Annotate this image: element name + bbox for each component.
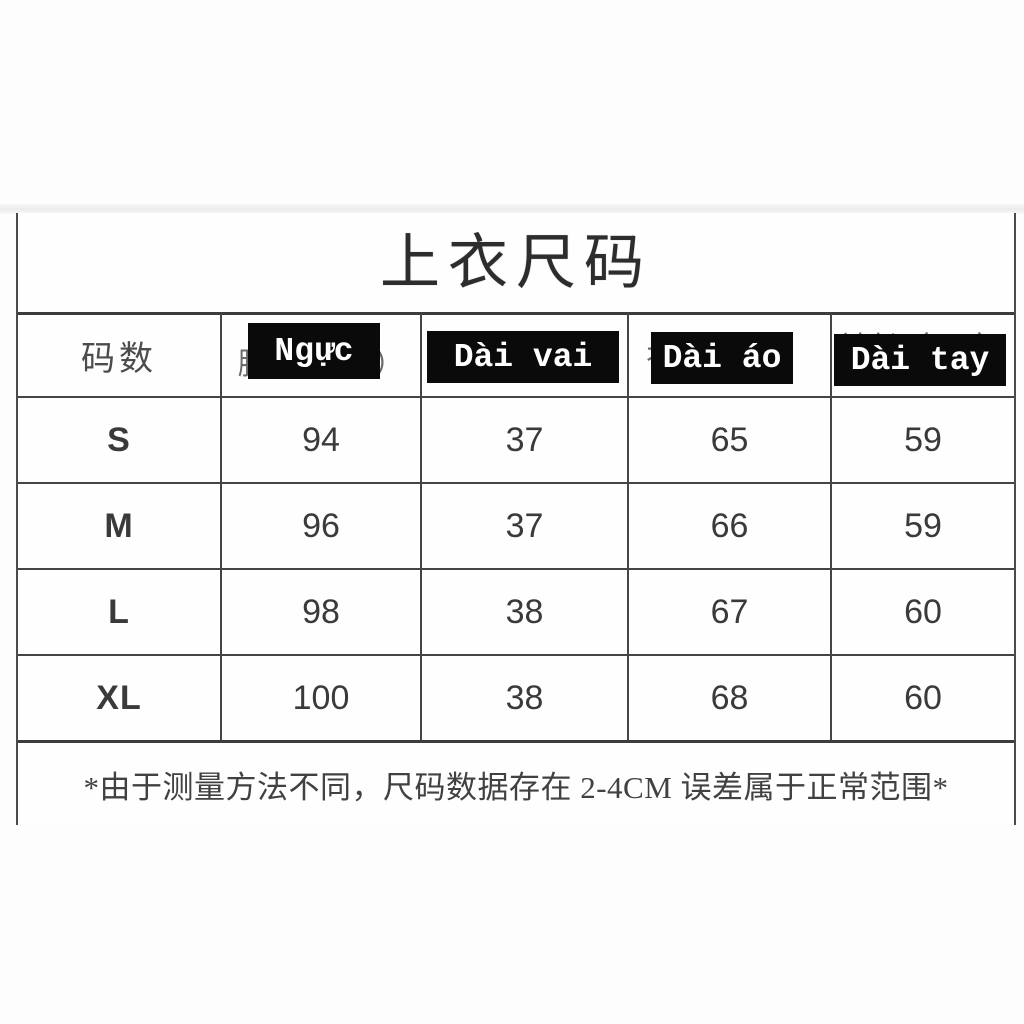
sleeve-value: 59	[904, 420, 942, 459]
shoulder-value: 38	[505, 678, 544, 717]
chest-value: 100	[292, 678, 350, 717]
header-cell-shoulder: 肩宽（CM） Dài vai	[422, 312, 629, 396]
table-row-s: S 94 37 65 59	[18, 396, 1014, 482]
length-cell: 68	[629, 654, 832, 740]
chart-title: 上衣尺码	[380, 229, 652, 296]
header-cell-sleeve: 袖长（CM） Dài tay	[832, 312, 1014, 396]
measurement-note: *由于测量方法不同，尺码数据存在 2-4CM 误差属于正常范围*	[83, 769, 949, 805]
header-cell-chest: 胸围（CM） Ngực	[222, 312, 422, 396]
length-value: 68	[710, 678, 749, 717]
sleeve-value: 59	[904, 506, 942, 545]
size-cell: S	[18, 396, 222, 482]
chest-cell: 98	[222, 568, 422, 654]
size-label: XL	[96, 678, 142, 717]
header-row: 码数 胸围（CM） Ngực 肩宽（CM） Dài vai 衣长（CM） Dài…	[18, 312, 1014, 396]
sleeve-cell: 59	[832, 482, 1014, 568]
title-row: 上衣尺码	[18, 213, 1014, 312]
size-label: L	[108, 592, 130, 631]
header-label-sleeve: Dài tay	[834, 334, 1006, 386]
size-cell: L	[18, 568, 222, 654]
sleeve-cell: 60	[832, 568, 1014, 654]
table-row-l: L 98 38 67 60	[18, 568, 1014, 654]
shoulder-cell: 37	[422, 482, 629, 568]
sleeve-value: 60	[904, 678, 942, 717]
chest-value: 96	[302, 506, 340, 545]
header-label-shoulder: Dài vai	[427, 331, 619, 383]
size-chart-table: 上衣尺码 码数 胸围（CM） Ngực 肩宽（CM） Dài vai 衣长（CM…	[16, 213, 1016, 825]
length-value: 66	[710, 506, 749, 545]
size-column-header: 码数	[81, 341, 157, 378]
size-cell: XL	[18, 654, 222, 740]
shoulder-cell: 38	[422, 654, 629, 740]
length-value: 65	[710, 420, 749, 459]
chest-value: 98	[302, 592, 340, 631]
shoulder-value: 37	[505, 420, 544, 459]
shoulder-cell: 38	[422, 568, 629, 654]
note-row: *由于测量方法不同，尺码数据存在 2-4CM 误差属于正常范围*	[18, 740, 1014, 825]
size-cell: M	[18, 482, 222, 568]
header-label-length: Dài áo	[651, 332, 793, 384]
length-cell: 67	[629, 568, 832, 654]
length-cell: 65	[629, 396, 832, 482]
chest-cell: 100	[222, 654, 422, 740]
table-row-xl: XL 100 38 68 60	[18, 654, 1014, 740]
length-cell: 66	[629, 482, 832, 568]
shoulder-value: 37	[505, 506, 544, 545]
sleeve-value: 60	[904, 592, 942, 631]
sleeve-cell: 59	[832, 396, 1014, 482]
length-value: 67	[710, 592, 749, 631]
sleeve-cell: 60	[832, 654, 1014, 740]
header-cell-length: 衣长（CM） Dài áo	[629, 312, 832, 396]
table-row-m: M 96 37 66 59	[18, 482, 1014, 568]
size-label: M	[104, 506, 134, 545]
header-label-chest: Ngực	[248, 323, 380, 379]
shoulder-cell: 37	[422, 396, 629, 482]
chest-cell: 94	[222, 396, 422, 482]
chest-cell: 96	[222, 482, 422, 568]
header-cell-size: 码数	[18, 312, 222, 396]
shoulder-value: 38	[505, 592, 544, 631]
chest-value: 94	[302, 420, 340, 459]
size-label: S	[107, 420, 131, 459]
photo-edge-band	[0, 204, 1024, 214]
